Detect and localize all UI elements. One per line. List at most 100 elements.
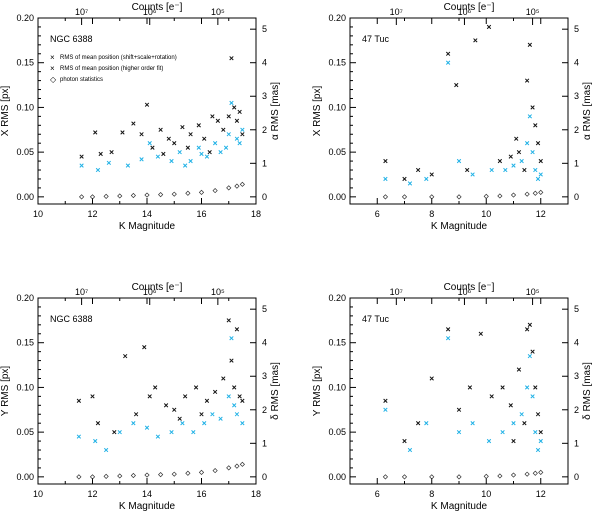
data-point [511,163,516,168]
data-point [240,132,245,137]
data-point-photon [89,194,96,200]
data-point-photon [532,190,538,196]
data-point [109,149,114,155]
data-point [212,389,218,395]
data-point-photon [239,181,245,187]
data-point [76,434,82,439]
data-point [519,412,524,417]
data-point-photon [239,461,245,467]
legend-text: photon statistics [60,77,103,83]
data-point [489,394,494,399]
data-point [530,105,535,110]
right-tick-label: 2 [574,405,579,415]
data-point [454,82,459,88]
data-point [508,403,513,408]
data-point [530,394,535,399]
data-point [533,385,538,390]
right-tick-label: 4 [574,58,579,68]
data-point-photon [483,193,489,199]
data-point [516,149,522,155]
data-point [527,42,533,47]
data-point-photon [198,189,205,195]
x-tick-label: 10 [33,489,43,499]
data-point [415,421,421,426]
data-point [218,416,223,421]
right-tick-label: 2 [262,405,267,415]
series-3 [382,469,544,480]
y-tick-label: 0.10 [328,102,346,112]
data-point [215,118,221,123]
data-point [131,121,136,126]
right-tick-label: 2 [574,125,579,135]
data-point [497,158,503,164]
data-point-photon [76,474,82,480]
y-tick-label: 0.15 [328,338,346,348]
y-axis-label: X RMS [px] [312,86,323,137]
data-point [237,109,242,115]
right-tick-label: 3 [574,91,579,101]
data-point [161,151,166,157]
data-point [229,358,234,363]
plot-frame [349,17,569,205]
data-point [456,158,462,164]
data-point-photon [171,191,177,197]
data-point [519,158,524,164]
right-tick-label: 1 [574,158,579,168]
data-point [232,105,237,110]
panel-label: 47 Tuc [362,314,390,324]
data-point [538,429,543,435]
data-point [221,127,226,132]
data-point [429,376,434,381]
right-tick-label: 0 [574,192,579,202]
data-point [112,429,117,435]
data-point [402,438,407,444]
data-point [169,158,174,164]
y-tick-label: 0.00 [328,472,346,482]
data-point [424,176,429,182]
data-point-photon [185,470,191,476]
data-point [240,398,245,403]
data-point-photon [158,192,164,198]
right-tick-label: 2 [262,125,267,135]
data-point [229,100,234,106]
data-point [172,141,177,146]
legend-marker: × [50,53,55,62]
data-point [147,394,152,399]
x-tick-label: 14 [142,489,152,499]
top-axis-label: Counts [e⁻] [444,282,495,293]
data-point [489,167,494,173]
top-axis-label: Counts [e⁻] [132,2,183,13]
data-point-photon [497,193,503,199]
panel-label: 47 Tuc [362,34,390,44]
right-tick-label: 5 [262,24,267,34]
series-1 [76,318,245,435]
data-point [240,421,245,426]
x-tick-label: 10 [481,489,491,499]
right-tick-label: 4 [262,338,267,348]
y-tick-label: 0.05 [16,147,34,157]
x-tick-label: 8 [429,489,434,499]
data-point-photon [234,183,240,189]
data-point [533,429,538,435]
x-tick-label: 12 [87,489,97,499]
data-point [516,367,522,372]
data-point [147,141,152,146]
data-point [90,394,95,399]
x-axis-label: K Magnitude [119,221,176,232]
data-point [383,407,388,412]
top-tick-label: 10⁵ [211,7,225,17]
data-point-photon [103,193,109,199]
right-tick-label: 3 [262,91,267,101]
right-tick-label: 0 [262,472,267,482]
data-point [470,172,475,177]
data-point [527,353,533,359]
plot-frame [37,297,257,485]
data-point [415,167,421,173]
data-point [95,421,101,426]
data-point-photon [185,190,191,196]
data-point [210,412,215,417]
y-tick-label: 0.15 [16,338,34,348]
